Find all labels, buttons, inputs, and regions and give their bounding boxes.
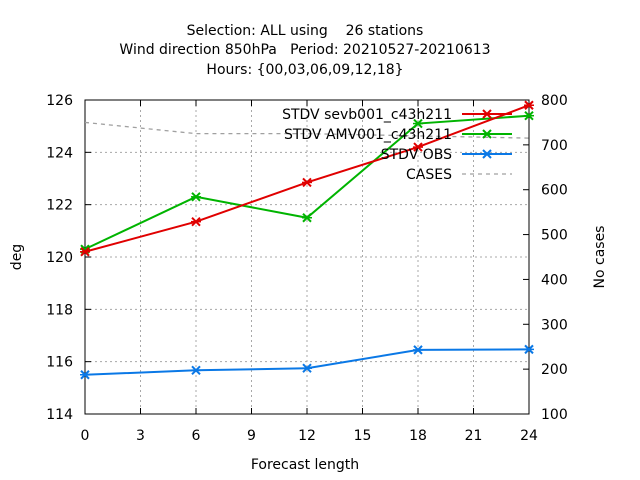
data-point	[524, 100, 534, 110]
x-tick-label: 12	[298, 428, 316, 444]
data-point	[302, 177, 312, 188]
y2-tick-label: 200	[541, 362, 568, 378]
legend-marker	[482, 109, 492, 119]
data-point	[524, 110, 534, 121]
y-tick-label: 116	[46, 355, 73, 371]
legend-label: STDV OBS	[381, 147, 452, 163]
legend-label: STDV sevb001_c43h211	[282, 107, 452, 123]
grid	[85, 100, 529, 414]
y-axis-label: deg	[9, 244, 25, 270]
x-tick-label: 3	[136, 428, 145, 444]
data-point	[191, 192, 201, 202]
data-point	[191, 216, 201, 227]
y-tick-label: 118	[46, 302, 73, 318]
legend: STDV sevb001_c43h211 STDV AMV001_c43h211 S…	[282, 107, 512, 183]
legend-marker	[482, 129, 492, 139]
y2-tick-label: 300	[541, 317, 568, 333]
chart-title: Selection: ALL using 26 stations Wind di…	[119, 23, 490, 78]
y2-tick-label: 100	[541, 407, 568, 423]
title-line-2: Wind direction 850hPa Period: 20210527-2…	[119, 42, 490, 58]
data-point	[413, 345, 423, 355]
x-axis-label: Forecast length	[251, 457, 359, 473]
x-tick-label: 0	[81, 428, 90, 444]
legend-label: CASES	[406, 167, 452, 183]
data-point	[524, 344, 534, 355]
title-line-3: Hours: {00,03,06,09,12,18}	[206, 62, 403, 78]
data-point	[413, 118, 423, 129]
y2-tick-label: 500	[541, 228, 568, 244]
axis-ticks: 0 3 6 9 12 15 18 21 24 114 116 118 120 122 124 126 100 20…	[46, 93, 567, 444]
data-point	[302, 213, 312, 223]
series-line	[84, 121, 530, 139]
legend-marker	[482, 149, 492, 159]
y-tick-label: 114	[46, 407, 73, 423]
y2-tick-label: 600	[541, 183, 568, 199]
y-tick-label: 122	[46, 198, 73, 214]
title-line-1: Selection: ALL using 26 stations	[187, 23, 424, 39]
series-layer	[80, 100, 534, 380]
data-point	[80, 370, 90, 380]
x-tick-label: 15	[354, 428, 372, 444]
y-tick-label: 126	[46, 93, 73, 109]
x-tick-label: 24	[520, 428, 538, 444]
x-tick-label: 21	[465, 428, 483, 444]
y2-tick-label: 800	[541, 93, 568, 109]
x-tick-label: 6	[192, 428, 201, 444]
y2-tick-label: 700	[541, 138, 568, 154]
data-point	[80, 247, 90, 257]
legend-label: STDV AMV001_c43h211	[284, 127, 452, 143]
y-tick-label: 120	[46, 250, 73, 266]
data-point	[413, 142, 423, 152]
x-tick-label: 9	[247, 428, 256, 444]
y2-tick-label: 400	[541, 272, 568, 288]
y-tick-label: 124	[46, 145, 73, 161]
x-tick-label: 18	[409, 428, 427, 444]
data-point	[191, 365, 201, 376]
data-point	[302, 363, 312, 373]
y2-axis-label: No cases	[592, 226, 608, 289]
